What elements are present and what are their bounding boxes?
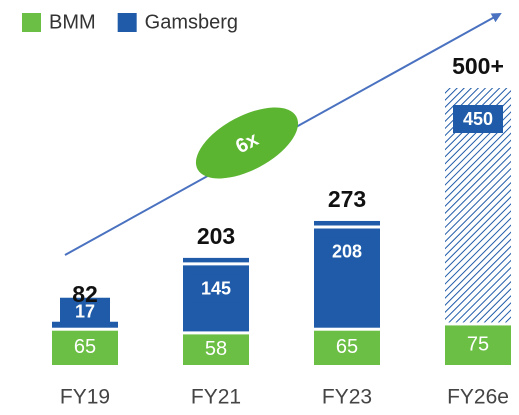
- segment-label: 58: [205, 338, 227, 360]
- legend-label: BMM: [49, 11, 96, 33]
- bar-segment: [52, 330, 118, 365]
- bar-segment: [445, 325, 511, 365]
- legend-swatch: [117, 13, 137, 32]
- legend-swatch: [22, 13, 41, 32]
- total-label: 203: [197, 223, 235, 249]
- total-label: 82: [72, 281, 98, 307]
- segment-label: 450: [463, 109, 493, 129]
- x-tick-label: FY23: [322, 386, 372, 409]
- segment-label: 208: [332, 242, 362, 262]
- bar-segment: [314, 330, 380, 365]
- legend-label: Gamsberg: [145, 11, 238, 33]
- segment-label: 145: [201, 279, 231, 299]
- x-tick-label: FY19: [60, 386, 110, 409]
- segment-label: 17: [75, 301, 95, 321]
- total-label: 273: [328, 186, 366, 212]
- segment-label-box: [322, 237, 372, 266]
- x-tick-label: FY21: [191, 386, 241, 409]
- segment-label-box: [453, 105, 503, 133]
- segment-label: 75: [467, 333, 489, 355]
- segment-label-box: [60, 297, 110, 326]
- segment-label: 65: [74, 336, 96, 358]
- annotation-ellipse: [195, 107, 299, 179]
- segment-label: 65: [336, 336, 358, 358]
- bar-segment: [183, 334, 249, 365]
- bar-segment: [314, 220, 380, 328]
- segment-label-box: [191, 274, 241, 303]
- x-tick-label: FY26e: [447, 386, 509, 409]
- total-label: 500+: [452, 53, 504, 79]
- annotation: 6x: [195, 107, 299, 179]
